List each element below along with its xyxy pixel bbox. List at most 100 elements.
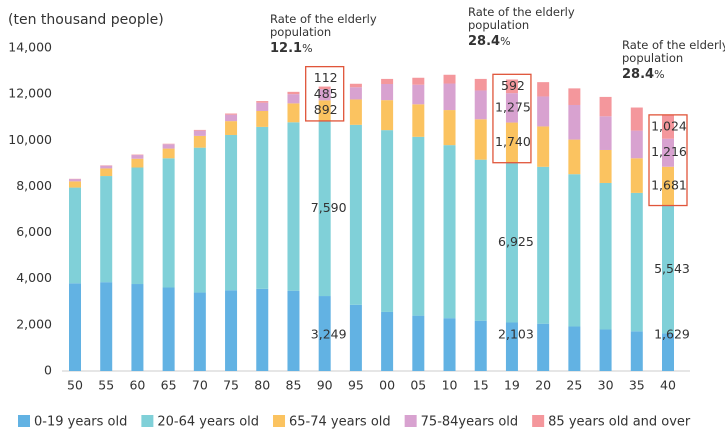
bar-segment	[287, 94, 300, 104]
bar-segment	[630, 192, 643, 332]
bar-segment	[505, 79, 518, 94]
x-tick-label: 85	[286, 378, 302, 393]
data-label: 7,590	[311, 200, 347, 215]
x-tick-label: 00	[379, 378, 395, 393]
bar-segment	[568, 139, 581, 175]
annotation: Rate of the elderly population 28.4%	[468, 5, 578, 49]
x-tick-label: 50	[67, 378, 83, 393]
x-tick-label: 25	[566, 378, 582, 393]
bar-segment	[318, 86, 331, 90]
bar-segment	[662, 115, 674, 139]
bar-segment	[100, 165, 113, 169]
annotation-value: 28.4	[622, 67, 655, 82]
bar-segment	[599, 182, 612, 330]
bar-segment	[474, 320, 487, 371]
highlight-box	[648, 114, 688, 207]
bar-segment	[349, 304, 362, 371]
bar-segment	[193, 135, 206, 148]
bar-segment	[162, 158, 175, 288]
bar-segment	[256, 102, 269, 111]
bar-segment	[193, 292, 206, 371]
legend-swatch	[532, 415, 545, 427]
annotation-text: Rate of the elderly population	[468, 5, 575, 32]
annotation-value: 12.1	[270, 41, 303, 56]
bar-segment	[225, 290, 238, 371]
annotation-value: 28.4	[468, 34, 501, 49]
bar-segment	[287, 122, 300, 291]
bar-segment	[69, 187, 81, 284]
bar-segment	[662, 333, 674, 371]
x-tick-label: 40	[660, 378, 676, 393]
bar-segment	[381, 130, 394, 312]
bar-segment	[662, 205, 674, 334]
legend-label: 0-19 years old	[34, 415, 127, 430]
bar-segment	[412, 315, 425, 371]
x-tick-label: 55	[98, 378, 114, 393]
x-tick-label: 05	[410, 378, 426, 393]
bar-segment	[256, 288, 269, 371]
legend-label: 75-84years old	[421, 415, 519, 430]
bar-segment	[537, 126, 550, 167]
bar-segment	[381, 78, 394, 84]
bar-segment	[568, 326, 581, 371]
legend-swatch	[404, 415, 417, 427]
highlight-box	[305, 65, 345, 122]
bar-segment	[287, 91, 300, 95]
bar-segment	[193, 147, 206, 293]
bar-segment	[630, 158, 643, 193]
bar-segment	[318, 296, 331, 371]
annotation-unit: %	[302, 42, 313, 55]
bar-segment	[443, 110, 456, 146]
bar-segment	[630, 130, 643, 159]
y-tick-label: 4,000	[16, 270, 52, 285]
bar-segment	[474, 90, 487, 120]
y-tick-label: 6,000	[16, 224, 52, 239]
data-label: 1,740	[495, 134, 531, 149]
data-label: 592	[501, 78, 525, 93]
bar-segment	[69, 283, 81, 371]
bar-segment	[537, 82, 550, 97]
bar-segment	[256, 126, 269, 289]
bar-segment	[568, 104, 581, 140]
legend-swatch	[141, 415, 154, 427]
bar-segment	[100, 176, 113, 283]
x-tick-label: 65	[161, 378, 177, 393]
bar-segment	[662, 138, 674, 167]
bar-segment	[537, 323, 550, 371]
legend-swatch	[18, 415, 30, 427]
bar-segment	[69, 181, 81, 188]
bar-segment	[256, 110, 269, 127]
annotation: Rate of the elderly population 28.4%	[622, 39, 725, 82]
bar-segment	[162, 148, 175, 159]
x-tick-label: 60	[129, 378, 145, 393]
bar-segment	[131, 284, 144, 371]
bar-segment	[505, 322, 518, 371]
x-tick-label: 80	[254, 378, 270, 393]
y-tick-label: 2,000	[16, 316, 52, 331]
data-label: 1,629	[654, 327, 690, 342]
x-tick-label: 75	[223, 378, 239, 393]
legend-label: 85 years old and over	[548, 415, 691, 430]
y-tick-label: 0	[44, 363, 52, 378]
bar-segment	[568, 174, 581, 327]
bar-segment	[412, 104, 425, 137]
bar-segment	[287, 290, 300, 371]
annotation-text: Rate of the elderly population	[270, 12, 377, 39]
legend-label: 20-64 years old	[157, 415, 259, 430]
data-label: 112	[314, 70, 338, 85]
bar-segment	[412, 84, 425, 105]
bar-segment	[599, 329, 612, 371]
data-label: 1,216	[651, 144, 687, 159]
bar-segment	[318, 120, 331, 297]
bar-segment	[349, 87, 362, 100]
bar-segment	[474, 78, 487, 91]
bar-segment	[349, 99, 362, 125]
x-tick-label: 35	[629, 378, 645, 393]
bar-segment	[381, 100, 394, 131]
bar-segment	[225, 121, 238, 135]
bar-segment	[225, 113, 238, 115]
x-tick-label: 70	[192, 378, 208, 393]
bar-segment	[443, 145, 456, 319]
data-label: 3,249	[311, 327, 347, 342]
annotation-unit: %	[654, 68, 665, 81]
